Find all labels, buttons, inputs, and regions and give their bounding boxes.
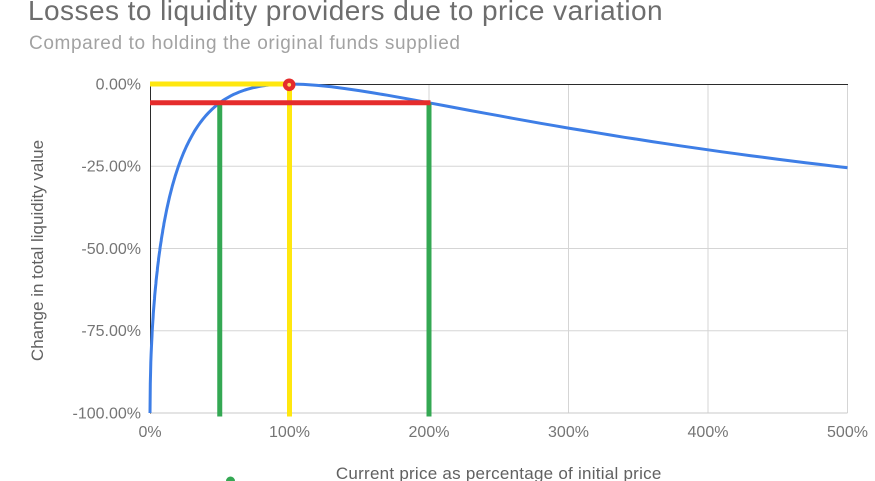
svg-text:500%: 500%	[827, 424, 868, 441]
svg-text:Compared to holding the origin: Compared to holding the original funds s…	[29, 33, 461, 54]
svg-text:Change in total liquidity valu: Change in total liquidity value	[28, 140, 47, 361]
svg-text:Current price as percentage of: Current price as percentage of initial p…	[336, 464, 662, 481]
svg-text:-100.00%: -100.00%	[73, 406, 142, 423]
svg-text:300%: 300%	[548, 424, 589, 441]
svg-text:-25.00%: -25.00%	[81, 159, 141, 176]
svg-text:0.00%: 0.00%	[96, 77, 141, 94]
svg-text:400%: 400%	[688, 424, 729, 441]
svg-text:-75.00%: -75.00%	[81, 323, 141, 340]
svg-text:0%: 0%	[138, 424, 161, 441]
svg-text:200%: 200%	[409, 424, 450, 441]
svg-text:-50.00%: -50.00%	[81, 241, 141, 258]
svg-text:Losses to liquidity providers: Losses to liquidity providers due to pri…	[28, 0, 663, 26]
svg-text:100%: 100%	[269, 424, 310, 441]
